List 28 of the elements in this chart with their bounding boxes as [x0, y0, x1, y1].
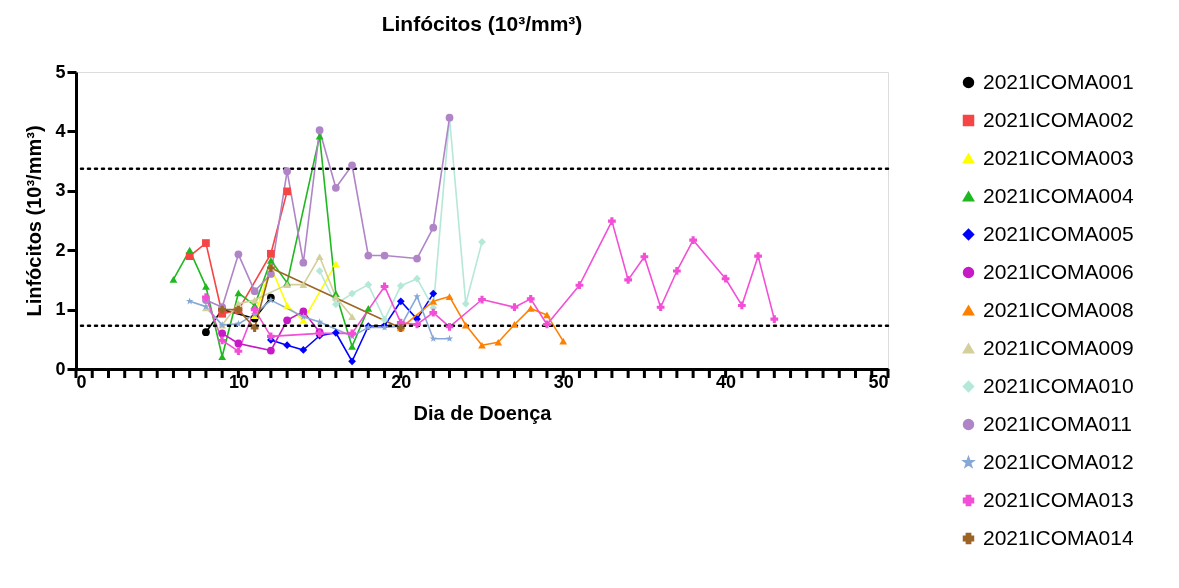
y-tick-label: 2: [55, 239, 66, 260]
legend-label: 2021ICOMA010: [983, 373, 1134, 397]
legend-label: 2021ICOMA008: [983, 297, 1134, 321]
y-tick-label: 4: [55, 120, 66, 141]
legend-label: 2021ICOMA003: [983, 145, 1134, 169]
legend-label: 2021ICOMA005: [983, 221, 1134, 245]
y-axis-title: Linfócitos (10³/mm³): [23, 125, 46, 317]
y-tick-label: 0: [55, 358, 66, 379]
y-tick-label: 1: [55, 299, 66, 320]
x-tick-label: 0: [76, 371, 87, 392]
chart-title: Linfócitos (10³/mm³): [381, 12, 583, 35]
x-tick-label: 20: [391, 371, 412, 392]
legend-label: 2021ICOMA004: [983, 183, 1134, 207]
legend-label: 2021ICOMA011: [983, 411, 1133, 435]
x-axis-title: Dia de Doença: [413, 401, 553, 424]
x-tick-label: 40: [716, 371, 737, 392]
legend-label: 2021ICOMA002: [983, 107, 1134, 131]
y-tick-label: 5: [55, 61, 66, 82]
legend-label: 2021ICOMA013: [983, 487, 1134, 511]
x-tick-label: 30: [553, 371, 574, 392]
legend-label: 2021ICOMA006: [983, 259, 1134, 283]
y-tick-label: 3: [55, 180, 66, 201]
x-tick-label: 10: [228, 371, 249, 392]
legend-label: 2021ICOMA001: [983, 69, 1134, 93]
x-tick-label: 50: [868, 371, 889, 392]
legend-label: 2021ICOMA014: [983, 525, 1134, 549]
legend-label: 2021ICOMA012: [983, 449, 1134, 473]
legend-label: 2021ICOMA009: [983, 335, 1134, 359]
